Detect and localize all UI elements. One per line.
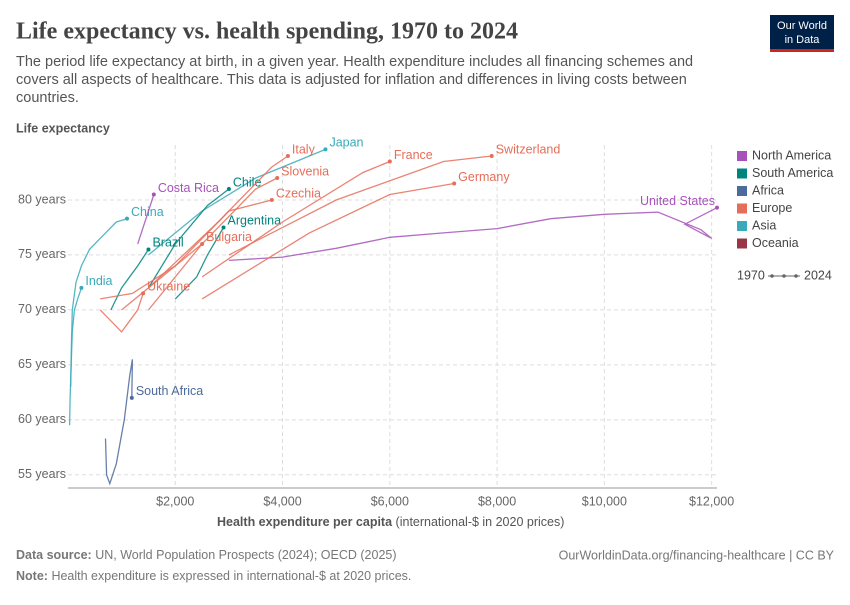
series-end-point xyxy=(129,395,134,400)
series-end-point xyxy=(221,225,226,230)
x-tick-label: $10,000 xyxy=(582,494,627,508)
series-line xyxy=(201,160,391,278)
series-label: Japan xyxy=(329,136,363,150)
source-text: UN, World Population Prospects (2024); O… xyxy=(95,548,396,562)
title: Life expectancy vs. health spending, 197… xyxy=(16,19,518,45)
note: Note: Health expenditure is expressed in… xyxy=(16,569,411,583)
series-end-point xyxy=(226,186,231,191)
series-label: India xyxy=(85,274,112,288)
note-text: Health expenditure is expressed in inter… xyxy=(51,569,411,583)
y-axis-label: Life expectancy xyxy=(16,121,110,135)
source: Data source: UN, World Population Prospe… xyxy=(16,548,397,562)
legend-swatch xyxy=(737,238,747,249)
x-tick-label: $4,000 xyxy=(263,494,301,508)
x-axis-label-main: Health expenditure per capita xyxy=(217,515,393,529)
series-line xyxy=(110,249,150,311)
y-tick-label: 80 years xyxy=(18,192,66,206)
y-tick-label: 65 years xyxy=(18,357,66,371)
series-label: South Africa xyxy=(136,384,203,398)
series-line xyxy=(147,177,278,311)
x-tick-label: $2,000 xyxy=(156,494,194,508)
legend-swatch xyxy=(737,203,747,214)
time-legend-dot xyxy=(770,274,774,278)
x-axis-label: Health expenditure per capita (internati… xyxy=(217,515,564,529)
series-label: Argentina xyxy=(228,214,282,228)
series-end-point xyxy=(146,247,151,252)
y-tick-label: 55 years xyxy=(18,467,66,481)
series-end-point xyxy=(151,192,156,197)
series-line xyxy=(147,188,230,289)
legend-swatch xyxy=(737,221,747,231)
x-tick-label: $8,000 xyxy=(478,494,516,508)
series-line xyxy=(99,293,144,333)
note-label: Note: xyxy=(16,569,48,583)
series-line xyxy=(228,155,492,256)
series-end-point xyxy=(323,147,328,152)
series-line xyxy=(70,218,128,387)
series-line xyxy=(104,359,134,486)
series-line xyxy=(148,148,326,256)
series-label: Bulgaria xyxy=(206,230,252,244)
y-tick-label: 60 years xyxy=(18,412,66,426)
subtitle: covers all aspects of healthcare. This d… xyxy=(16,72,687,88)
legend-label: Oceania xyxy=(752,236,799,250)
series-end-point xyxy=(285,153,290,158)
x-axis-label-units: (international-$ in 2020 prices) xyxy=(396,515,565,529)
series-line xyxy=(68,287,83,426)
series-end-point xyxy=(387,159,392,164)
series-label: Costa Rica xyxy=(158,181,219,195)
x-tick-label: $6,000 xyxy=(371,494,409,508)
source-link[interactable]: OurWorldinData.org/financing-healthcare … xyxy=(559,548,835,562)
series-label: Czechia xyxy=(276,186,321,200)
series-label: China xyxy=(131,205,164,219)
series-label: Slovenia xyxy=(281,164,329,178)
legend-swatch xyxy=(737,151,747,161)
series-end-point xyxy=(125,216,129,221)
series-label: United States xyxy=(640,194,715,208)
series-line xyxy=(137,194,155,245)
series-end-point xyxy=(452,181,457,186)
logo-text: in Data xyxy=(785,34,821,46)
series-label: Ukraine xyxy=(147,280,190,294)
series-line xyxy=(174,227,225,300)
series-end-point xyxy=(715,205,719,210)
series-end-point xyxy=(141,291,146,296)
x-tick-label: $12,000 xyxy=(689,494,734,508)
time-legend-dot xyxy=(782,274,786,278)
series-end-point xyxy=(489,153,494,158)
logo-text: Our World xyxy=(777,20,827,32)
series-line xyxy=(228,207,718,262)
legend-label: South America xyxy=(752,166,833,180)
series-line xyxy=(121,199,272,311)
legend-label: Europe xyxy=(752,201,792,215)
series-end-point xyxy=(200,241,205,246)
y-tick-label: 75 years xyxy=(18,247,66,261)
series-label: Germany xyxy=(458,170,510,184)
subtitle: countries. xyxy=(16,90,79,106)
source-label: Data source: xyxy=(16,548,92,562)
legend-label: Asia xyxy=(752,218,776,232)
time-legend-dot xyxy=(794,274,798,278)
series-end-point xyxy=(275,175,280,180)
subtitle: The period life expectancy at birth, in … xyxy=(16,54,693,70)
series-label: Brazil xyxy=(152,236,183,250)
legend-label: North America xyxy=(752,148,831,162)
series-line xyxy=(201,182,455,300)
time-legend-start: 1970 xyxy=(737,268,765,282)
series-label: Switzerland xyxy=(496,142,561,156)
legend-label: Africa xyxy=(752,183,784,197)
series-line xyxy=(148,155,289,289)
logo-bar xyxy=(770,49,834,52)
series-end-point xyxy=(269,197,274,202)
series-end-point xyxy=(79,285,84,290)
time-legend-end: 2024 xyxy=(804,268,832,282)
series-label: Italy xyxy=(292,142,316,156)
y-tick-label: 70 years xyxy=(18,302,66,316)
legend-swatch xyxy=(737,168,747,179)
series-label: France xyxy=(394,148,433,162)
logo[interactable] xyxy=(770,15,834,52)
legend-swatch xyxy=(737,186,747,196)
series-line xyxy=(100,243,203,300)
